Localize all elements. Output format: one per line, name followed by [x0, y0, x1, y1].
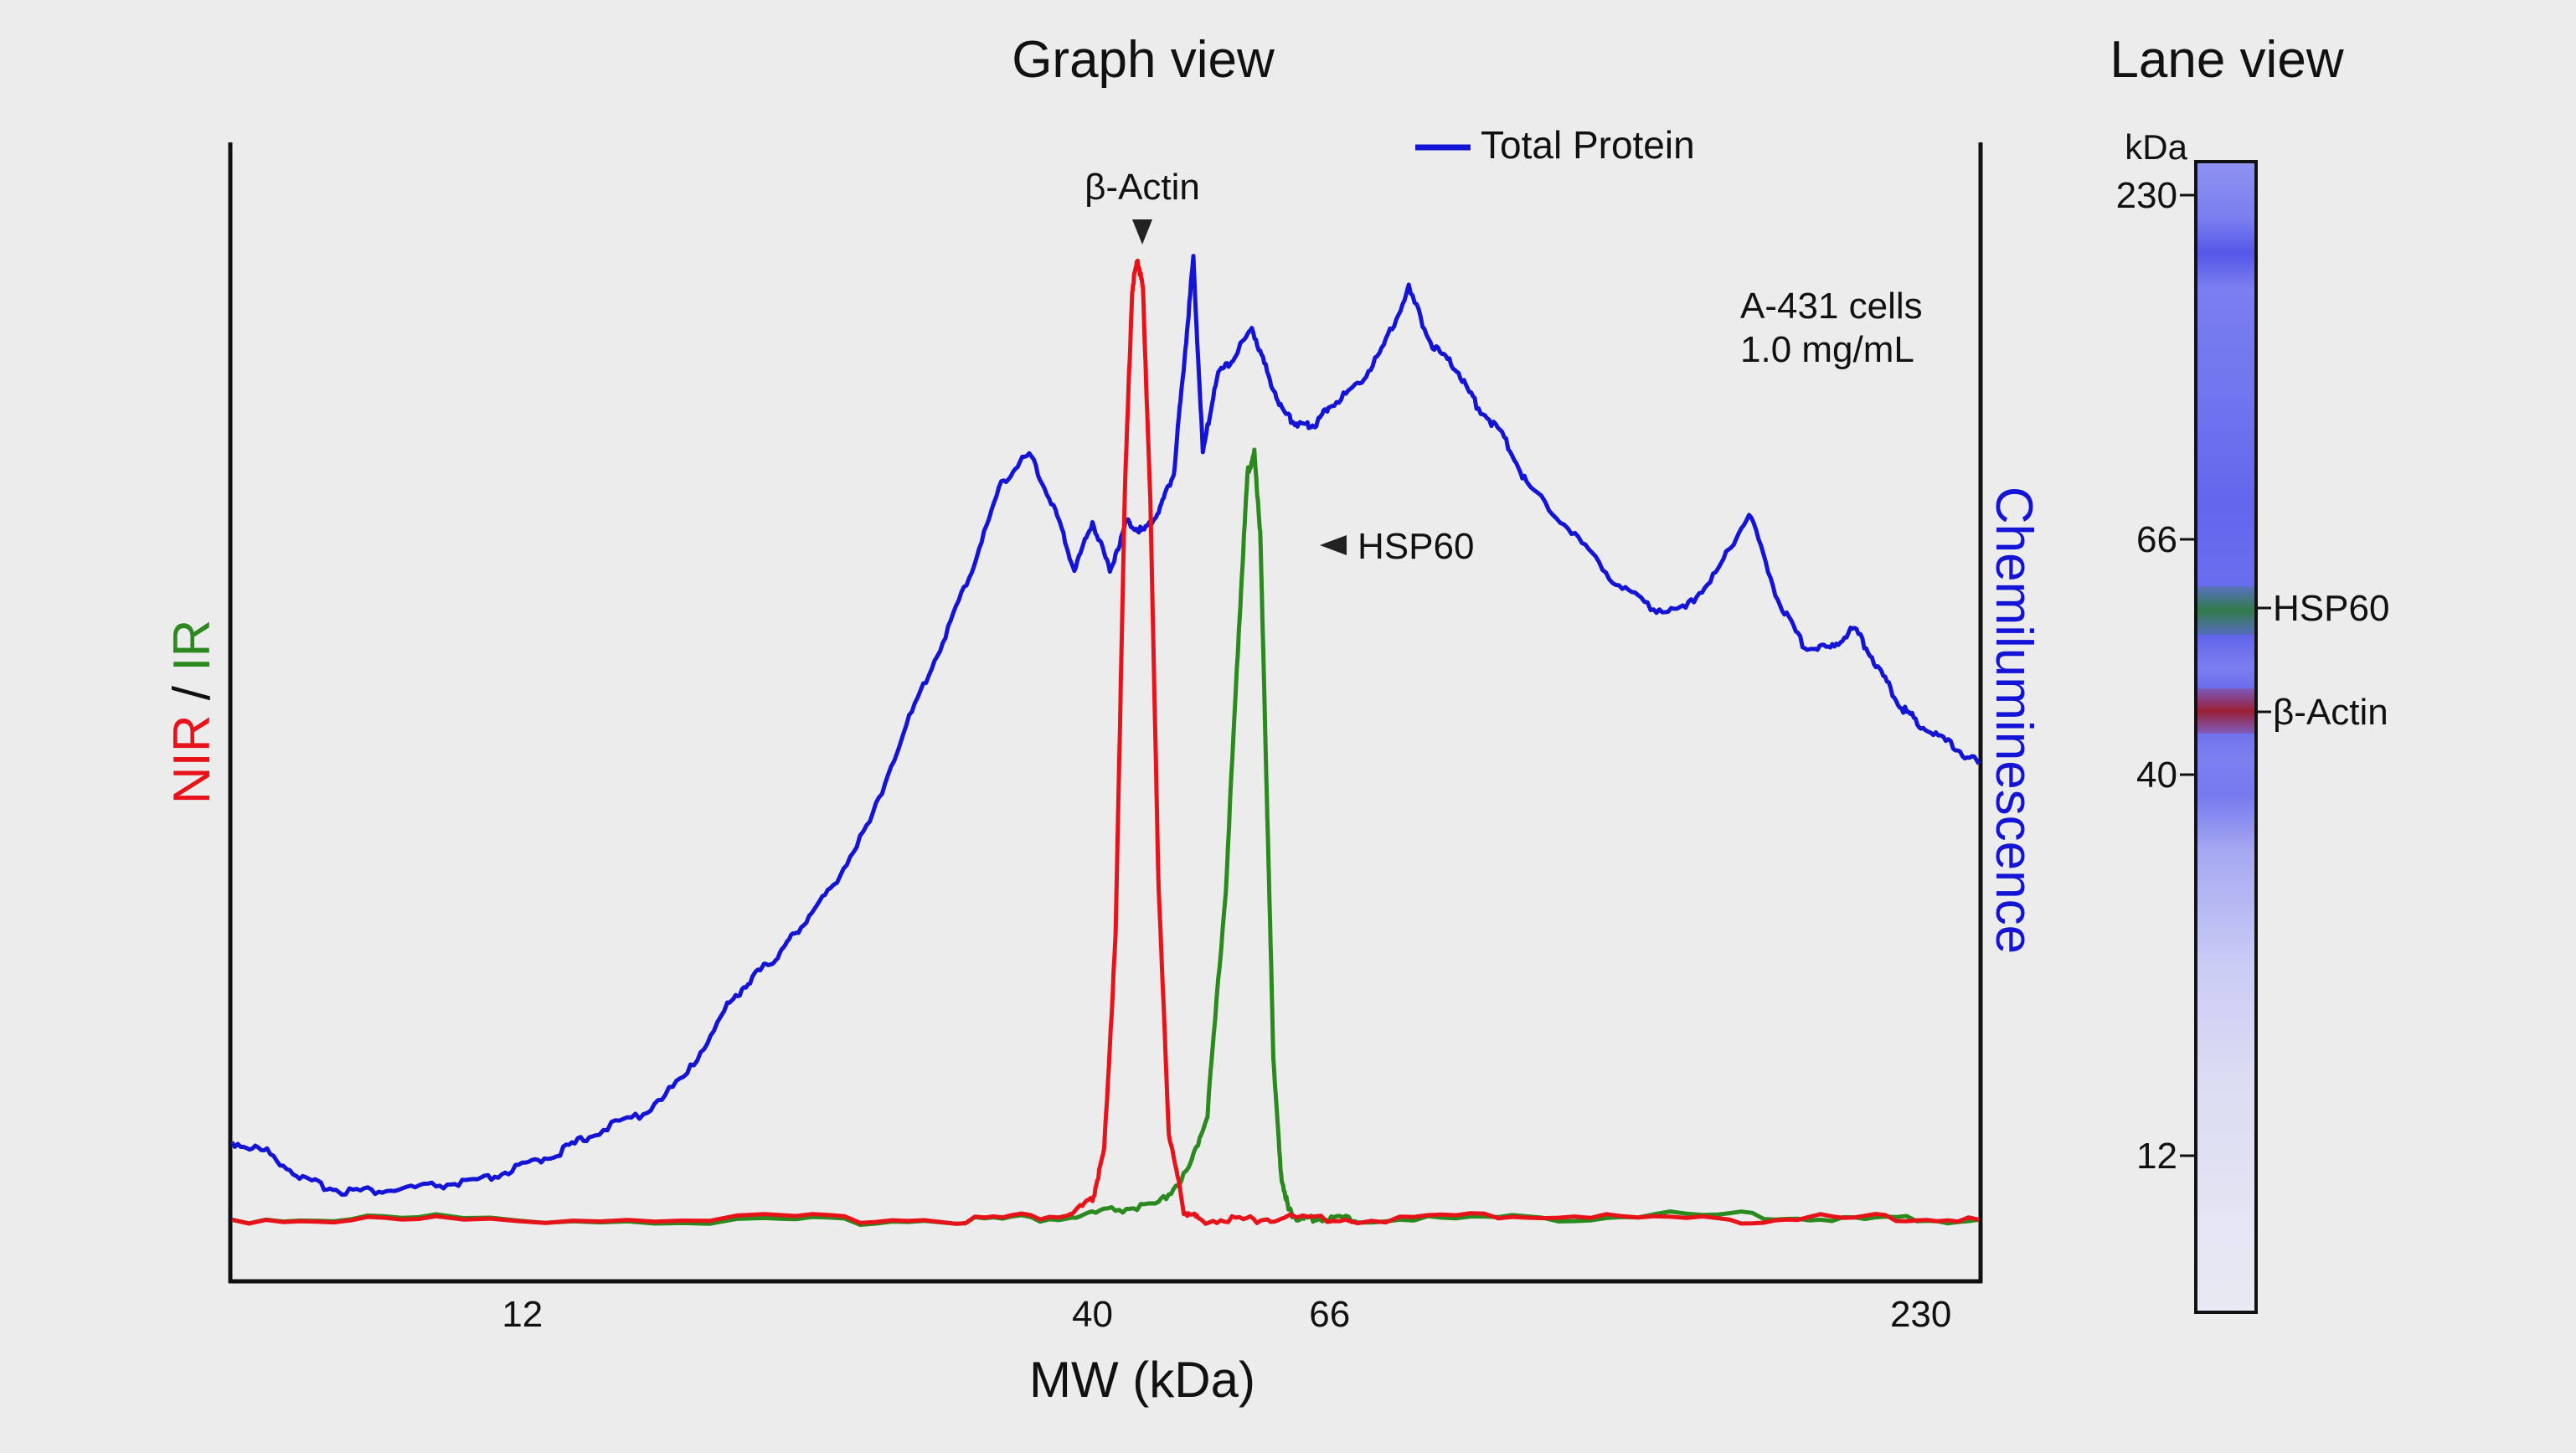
x-tick-label: 66	[1309, 1294, 1350, 1335]
sample-info-line2: 1.0 mg/mL	[1740, 329, 1914, 370]
lane-band-hsp60	[2197, 586, 2254, 635]
y-left-label: NIR / IR	[163, 620, 221, 804]
ir-label: IR	[163, 620, 221, 672]
series-line-nir	[231, 258, 1980, 1226]
x-axis-label: MW (kDa)	[1029, 1352, 1255, 1408]
hsp60-arrow-icon	[1320, 535, 1347, 555]
x-tick-labels: 12 40 66 230	[502, 1294, 1951, 1335]
x-tick-label: 230	[1890, 1294, 1951, 1335]
lane-title: Lane view	[2110, 31, 2343, 89]
sample-info-line1: A-431 cells	[1740, 286, 1923, 327]
lane-band-beta-actin	[2197, 688, 2254, 734]
beta-actin-arrow-icon	[1132, 219, 1152, 245]
lane-tick-label-40: 40	[2136, 755, 2177, 796]
legend: Total Protein	[1415, 123, 1695, 167]
hsp60-annotation: HSP60	[1358, 526, 1474, 567]
x-tick-label: 12	[502, 1294, 543, 1335]
lane-unit-label: kDa	[2125, 127, 2187, 167]
x-tick-label: 40	[1072, 1294, 1113, 1335]
lane-band-label-hsp60: HSP60	[2273, 588, 2389, 629]
series-lines	[229, 254, 1981, 1227]
legend-label-total-protein: Total Protein	[1481, 123, 1695, 167]
graph-title: Graph view	[1012, 31, 1275, 89]
beta-actin-annotation: β-Actin	[1084, 167, 1200, 208]
lane-strip	[2194, 160, 2258, 1314]
y-right-label: Chemiluminescence	[1985, 487, 2043, 954]
lane-view: kDa 230 66 40 12 HSP60 β-Actin	[2116, 127, 2389, 1314]
lane-tick-label-12: 12	[2136, 1136, 2177, 1177]
label-separator: /	[163, 672, 221, 715]
plot-axes	[228, 142, 1983, 1284]
lane-band-label-beta-actin: β-Actin	[2273, 692, 2388, 733]
lane-tick-label-230: 230	[2116, 175, 2177, 216]
lane-tick-label-66: 66	[2136, 519, 2177, 560]
nir-label: NIR	[163, 714, 221, 804]
series-line-total-protein	[229, 254, 1981, 1198]
